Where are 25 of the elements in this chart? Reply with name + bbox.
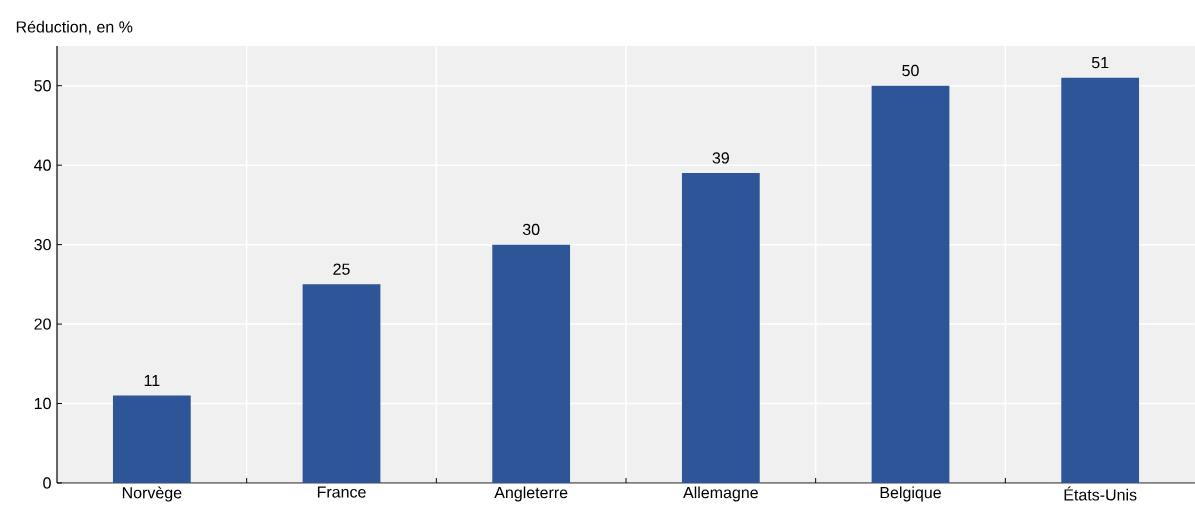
- data-label: 30: [522, 223, 540, 236]
- data-label: 51: [1091, 57, 1109, 69]
- data-label: 39: [712, 152, 729, 164]
- bar: [1061, 77, 1140, 483]
- y-tick-label: 10: [34, 397, 51, 410]
- data-label: 25: [333, 263, 350, 275]
- y-tick-label: 30: [34, 238, 51, 251]
- bar: [681, 173, 760, 483]
- data-label: 50: [902, 64, 919, 77]
- bar: [112, 395, 191, 483]
- y-tick-label: 50: [34, 80, 51, 92]
- x-tick-label: Allemagne: [683, 486, 758, 502]
- data-label: 11: [144, 375, 160, 387]
- y-tick-label: 0: [43, 477, 51, 489]
- x-tick-label: États-Unis: [1064, 486, 1137, 501]
- bar: [492, 244, 571, 483]
- y-axis-title: Réduction, en %: [16, 20, 133, 35]
- x-tick-label: France: [317, 486, 366, 498]
- y-tick-label: 20: [34, 318, 51, 330]
- y-tick-label: 40: [34, 159, 51, 171]
- x-tick-label: Belgique: [880, 486, 941, 502]
- x-tick-label: Norvège: [122, 486, 182, 502]
- bar: [871, 85, 950, 483]
- bar: [302, 284, 381, 483]
- x-tick-label: Angleterre: [494, 486, 568, 502]
